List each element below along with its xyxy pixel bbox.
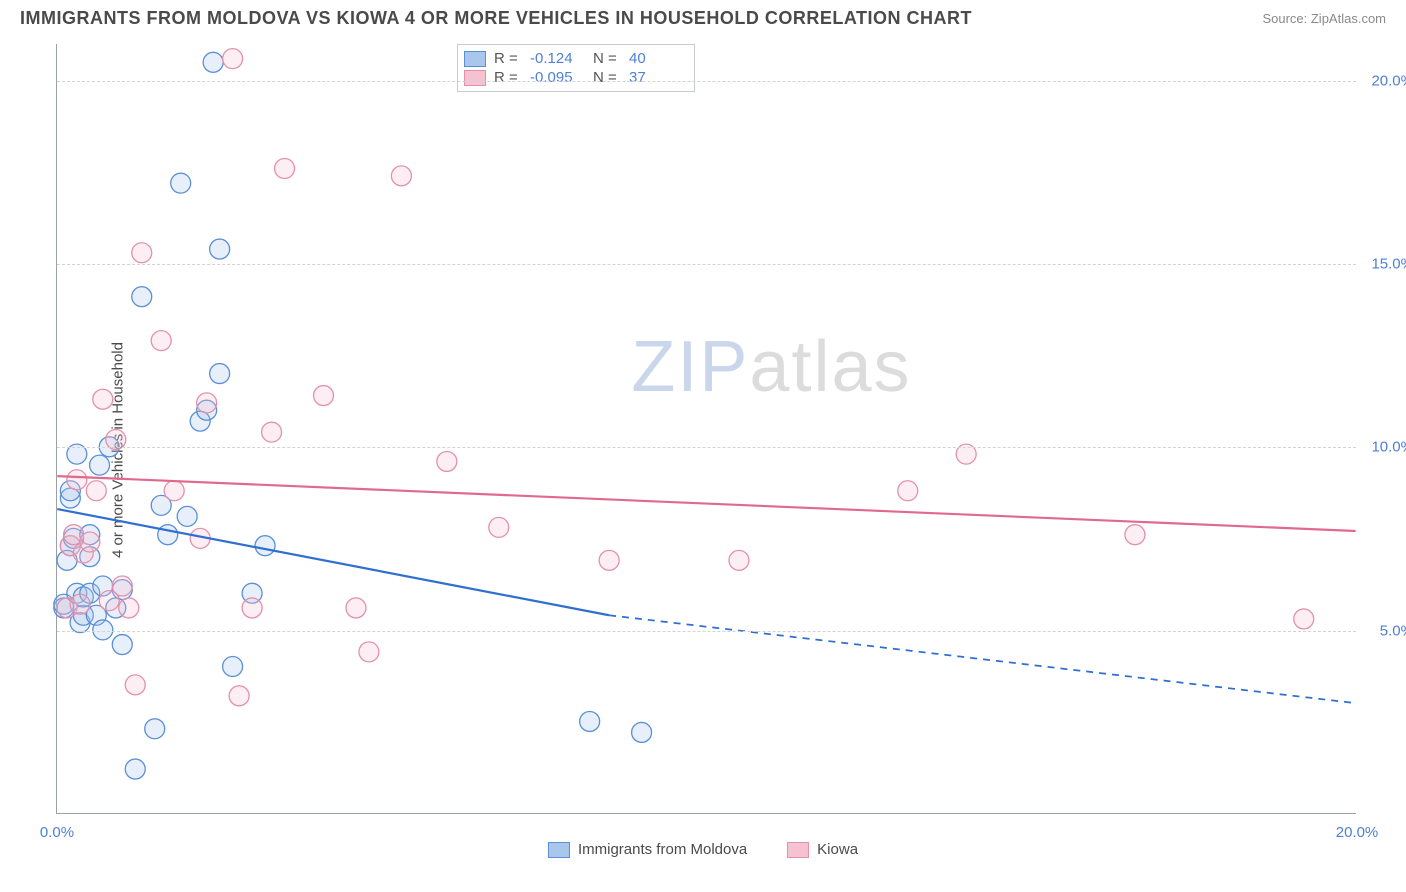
data-point: [80, 532, 100, 552]
data-point: [1125, 525, 1145, 545]
data-point: [93, 389, 113, 409]
source-label: Source: ZipAtlas.com: [1262, 11, 1386, 26]
data-point: [203, 52, 223, 72]
stat-n-value: 40: [629, 50, 684, 67]
trend-line: [57, 476, 1355, 531]
data-point: [132, 287, 152, 307]
gridline-h: [57, 447, 1356, 448]
series-legend: Immigrants from Moldova Kiowa: [548, 841, 858, 858]
data-point: [210, 239, 230, 259]
legend-swatch: [464, 70, 486, 86]
data-point: [223, 49, 243, 69]
data-point: [275, 159, 295, 179]
data-point: [132, 243, 152, 263]
stat-r-value: -0.124: [530, 50, 585, 67]
gridline-h: [57, 264, 1356, 265]
data-point: [67, 470, 87, 490]
x-tick-label: 20.0%: [1336, 824, 1379, 841]
legend-item: Immigrants from Moldova: [548, 841, 747, 858]
stat-r-label: R =: [494, 50, 522, 67]
data-point: [112, 576, 132, 596]
y-tick-label: 10.0%: [1371, 439, 1406, 456]
data-point: [632, 722, 652, 742]
data-point: [314, 386, 334, 406]
data-point: [119, 598, 139, 618]
x-tick-label: 0.0%: [40, 824, 74, 841]
gridline-h: [57, 81, 1356, 82]
y-tick-label: 20.0%: [1371, 72, 1406, 89]
data-point: [164, 481, 184, 501]
data-point: [86, 481, 106, 501]
data-point: [125, 675, 145, 695]
data-point: [197, 393, 217, 413]
data-point: [599, 550, 619, 570]
stat-n-label: N =: [593, 69, 621, 86]
plot-area: ZIPatlas R =-0.124N =40R =-0.095N =37 5.…: [56, 44, 1356, 814]
gridline-h: [57, 631, 1356, 632]
data-point: [242, 598, 262, 618]
data-point: [437, 451, 457, 471]
stat-r-label: R =: [494, 69, 522, 86]
stat-r-value: -0.095: [530, 69, 585, 86]
stats-legend-row: R = -0.124 N = 40: [464, 49, 684, 68]
legend-swatch: [787, 842, 809, 858]
data-point: [898, 481, 918, 501]
data-point: [112, 635, 132, 655]
data-point: [223, 657, 243, 677]
data-point: [1294, 609, 1314, 629]
legend-swatch: [464, 51, 486, 67]
trend-line-projection: [609, 615, 1356, 703]
data-point: [489, 517, 509, 537]
correlation-chart: 4 or more Vehicles in Household ZIPatlas…: [18, 40, 1388, 860]
data-point: [391, 166, 411, 186]
data-point: [255, 536, 275, 556]
data-point: [90, 455, 110, 475]
y-tick-label: 15.0%: [1371, 256, 1406, 273]
stat-n-label: N =: [593, 50, 621, 67]
data-point: [151, 331, 171, 351]
data-point: [262, 422, 282, 442]
stat-n-value: 37: [629, 69, 684, 86]
data-point: [359, 642, 379, 662]
stats-legend-row: R = -0.095 N = 37: [464, 68, 684, 87]
data-point: [229, 686, 249, 706]
data-point: [580, 711, 600, 731]
data-point: [70, 594, 90, 614]
trend-line: [57, 509, 609, 615]
data-point: [210, 364, 230, 384]
data-point: [171, 173, 191, 193]
legend-item: Kiowa: [787, 841, 858, 858]
page-title: IMMIGRANTS FROM MOLDOVA VS KIOWA 4 OR MO…: [20, 8, 972, 29]
data-point: [125, 759, 145, 779]
scatter-svg: [57, 44, 1356, 813]
legend-label: Kiowa: [817, 841, 858, 858]
stats-legend: R = -0.124 N = 40 R = -0.095 N = 37: [457, 44, 695, 92]
legend-label: Immigrants from Moldova: [578, 841, 747, 858]
data-point: [177, 506, 197, 526]
y-tick-label: 5.0%: [1380, 622, 1406, 639]
data-point: [729, 550, 749, 570]
data-point: [145, 719, 165, 739]
data-point: [346, 598, 366, 618]
legend-swatch: [548, 842, 570, 858]
data-point: [158, 525, 178, 545]
